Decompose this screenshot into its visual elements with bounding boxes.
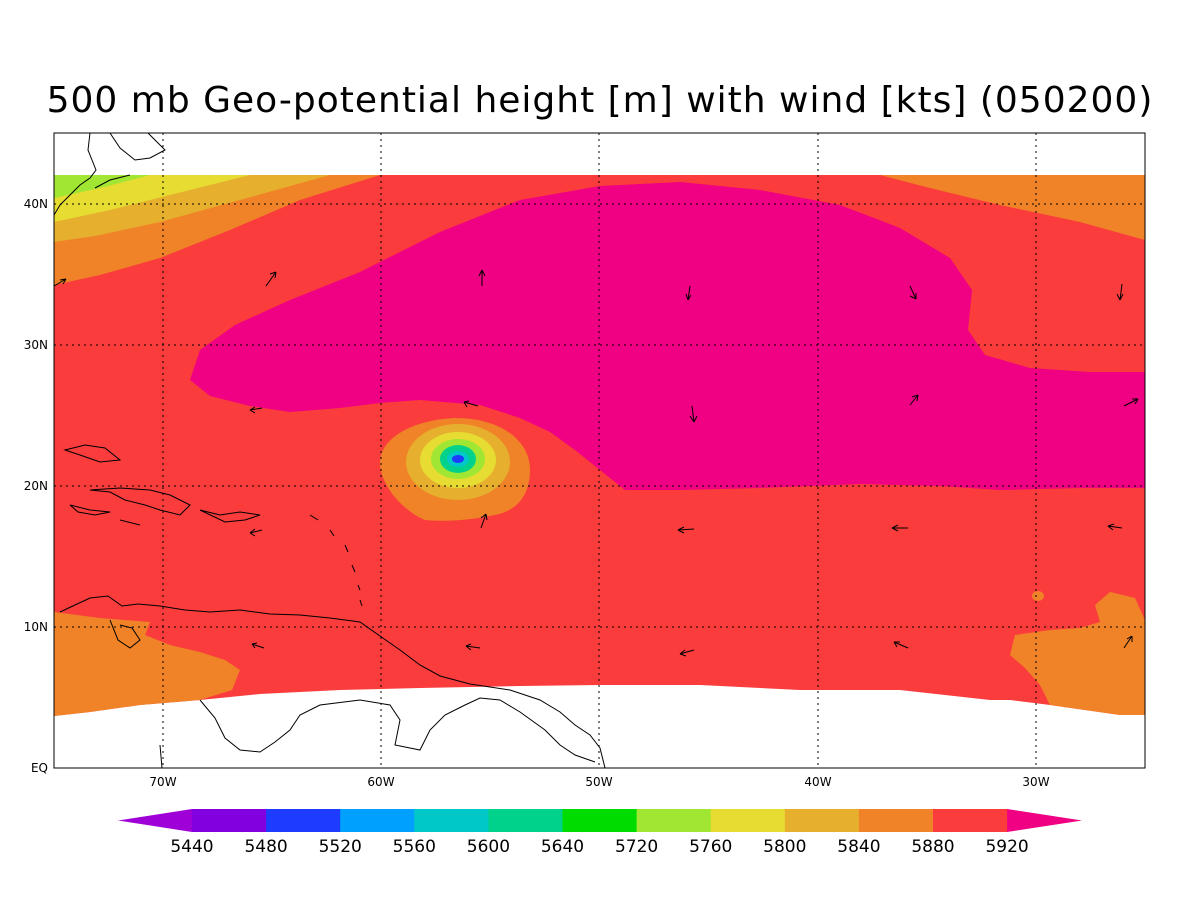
wind-arrow: [677, 526, 695, 534]
colorbar-segment: [562, 809, 638, 832]
lat-label: 30N: [24, 338, 48, 352]
lat-label: 40N: [24, 197, 48, 211]
wind-arrow: [265, 271, 277, 287]
colorbar-segment: [488, 809, 563, 832]
colorbar-right-arrow: [1007, 809, 1082, 832]
contour-5840-spot: [1032, 591, 1044, 601]
latitude-labels: 40N 30N 20N 10N EQ: [24, 197, 48, 775]
wind-arrow: [679, 649, 695, 657]
gridlines: [54, 133, 1145, 768]
wind-arrow: [465, 643, 481, 651]
wind-arrow: [480, 513, 488, 529]
wind-arrow: [689, 405, 698, 423]
wind-arrow: [891, 524, 908, 532]
wind-arrow: [249, 406, 263, 414]
wind-arrow: [463, 400, 479, 408]
coastline-north-america: [53, 132, 166, 216]
colorbar-label: 5760: [689, 837, 732, 857]
wind-arrow: [1116, 283, 1124, 301]
colorbar-label: 5720: [615, 837, 658, 857]
wind-arrow: [1107, 523, 1123, 531]
colorbar: 5440 5480 5520 5560 5600 5640 5720 5760 5800 5840…: [118, 809, 1082, 857]
wind-arrow: [1123, 398, 1139, 407]
contour-5920-high: [190, 182, 1145, 490]
wind-vectors: [53, 269, 1139, 657]
map-title: 500 mb Geo-potential height [m] with win…: [46, 80, 1154, 121]
lon-label: 50W: [585, 775, 612, 789]
wind-arrow: [893, 641, 909, 649]
colorbar-label: 5800: [763, 837, 806, 857]
colorbar-segment: [340, 809, 415, 832]
lon-label: 30W: [1022, 775, 1049, 789]
colorbar-label: 5640: [541, 837, 584, 857]
coastlines: [53, 132, 606, 769]
wind-arrow: [251, 642, 265, 649]
colorbar-segment: [636, 809, 712, 832]
lon-label: 40W: [804, 775, 831, 789]
contour-5840-sw: [54, 612, 240, 716]
colorbar-segment: [710, 809, 786, 832]
wind-arrow: [53, 278, 67, 287]
lat-label: 10N: [24, 620, 48, 634]
colorbar-segment: [933, 809, 1008, 832]
contour-5840-ne: [880, 175, 1145, 240]
wind-arrow: [478, 269, 486, 286]
lat-label: EQ: [31, 761, 48, 775]
colorbar-left-arrow: [118, 809, 192, 832]
wind-arrow: [685, 285, 692, 301]
colorbar-label: 5480: [244, 837, 287, 857]
colorbar-label: 5560: [393, 837, 436, 857]
contour-5840-se: [1010, 592, 1145, 715]
wind-arrow: [909, 285, 917, 300]
lat-label: 20N: [24, 479, 48, 493]
wind-arrow: [249, 528, 263, 537]
wind-arrow: [1123, 635, 1133, 649]
plot-frame: [53, 132, 1146, 769]
colorbar-label: 5920: [985, 837, 1028, 857]
colorbar-segment: [784, 809, 860, 832]
colorbar-label: 5520: [319, 837, 362, 857]
colorbar-segment: [414, 809, 489, 832]
coastline-antilles: [63, 444, 363, 607]
colorbar-label: 5600: [467, 837, 510, 857]
contour-5720-nw: [54, 175, 150, 198]
colorbar-segment: [858, 809, 934, 832]
colorbar-label: 5880: [911, 837, 954, 857]
lon-label: 60W: [367, 775, 394, 789]
colorbar-label: 5840: [837, 837, 880, 857]
longitude-labels: 70W 60W 50W 40W 30W: [149, 775, 1049, 789]
lon-label: 70W: [149, 775, 176, 789]
colorbar-segment: [192, 809, 267, 832]
coastline-south-america: [59, 595, 606, 769]
contour-5520-core: [452, 455, 464, 463]
colorbar-label: 5440: [170, 837, 213, 857]
wind-arrow: [909, 394, 919, 406]
colorbar-segment: [266, 809, 341, 832]
